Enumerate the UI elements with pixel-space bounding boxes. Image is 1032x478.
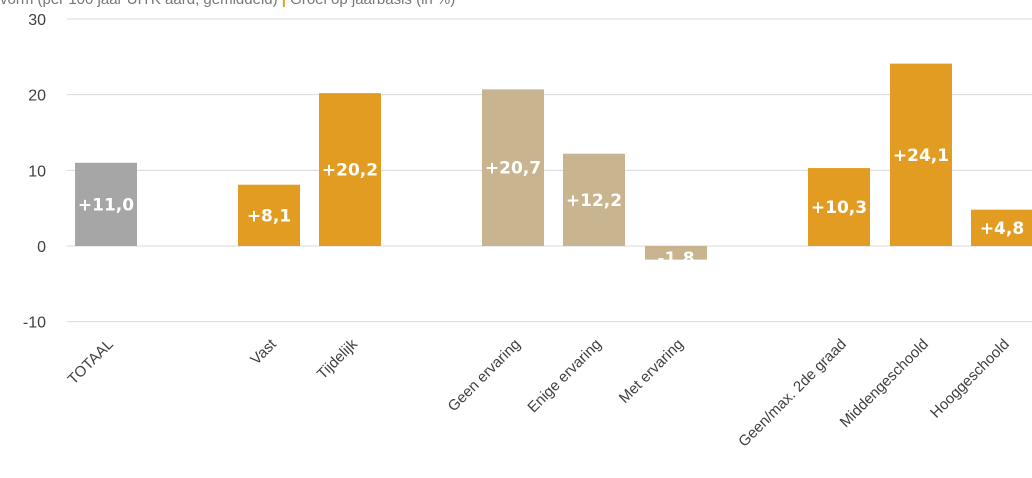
y-tick-label: -10 bbox=[23, 315, 46, 332]
category-label: Hooggeschoold bbox=[927, 336, 1013, 422]
data-label: +20,7 bbox=[485, 159, 541, 179]
bars bbox=[75, 63, 1032, 260]
bar bbox=[75, 162, 137, 246]
category-label: TOTAAL bbox=[65, 336, 117, 388]
y-tick-label: 20 bbox=[28, 88, 46, 105]
bar bbox=[482, 89, 544, 247]
bar bbox=[808, 168, 870, 246]
bar bbox=[238, 184, 300, 246]
category-label: Tijdelijk bbox=[314, 335, 361, 382]
subtitle-separator: | bbox=[282, 0, 286, 8]
y-tick-label: 10 bbox=[28, 163, 46, 180]
data-label: +12,2 bbox=[566, 191, 622, 211]
category-label: Met ervaring bbox=[616, 336, 687, 407]
data-label: +24,1 bbox=[893, 146, 949, 166]
y-tick-label: 0 bbox=[37, 239, 46, 256]
data-label: +4,8 bbox=[980, 219, 1024, 239]
data-labels: +11,0 +8,1 +20,2 +20,7 +12,2 -1,8 +10,3 +24,1 +4… bbox=[78, 146, 1024, 269]
bar bbox=[319, 93, 381, 246]
data-label: +11,0 bbox=[78, 195, 134, 215]
bar bbox=[971, 209, 1032, 246]
subtitle-left: vorm (per 100 jaar UITK aard, gemiddeld) bbox=[0, 0, 278, 8]
data-label: +10,3 bbox=[811, 198, 867, 218]
chart-subtitle: vorm (per 100 jaar UITK aard, gemiddeld)… bbox=[0, 0, 455, 8]
y-axis-ticks: -10 0 10 20 30 bbox=[23, 12, 46, 332]
data-label: -1,8 bbox=[657, 249, 694, 269]
data-label: +20,2 bbox=[322, 161, 378, 181]
bar bbox=[890, 63, 952, 246]
category-label: Vast bbox=[247, 335, 280, 368]
category-label: Geen/max. 2de graad bbox=[735, 336, 850, 451]
bar bbox=[645, 246, 707, 260]
gridlines bbox=[67, 18, 1032, 323]
bar bbox=[563, 153, 625, 246]
category-label: Geen ervaring bbox=[445, 336, 524, 415]
category-labels: TOTAAL Vast Tijdelijk Geen ervaring Enige er… bbox=[65, 335, 1013, 450]
subtitle-right: Groei op jaarbasis (in %) bbox=[290, 0, 455, 8]
category-label: Enige ervaring bbox=[524, 336, 604, 416]
y-tick-label: 30 bbox=[28, 12, 46, 29]
category-label: Middengeschoold bbox=[837, 336, 932, 431]
data-label: +8,1 bbox=[247, 206, 291, 226]
